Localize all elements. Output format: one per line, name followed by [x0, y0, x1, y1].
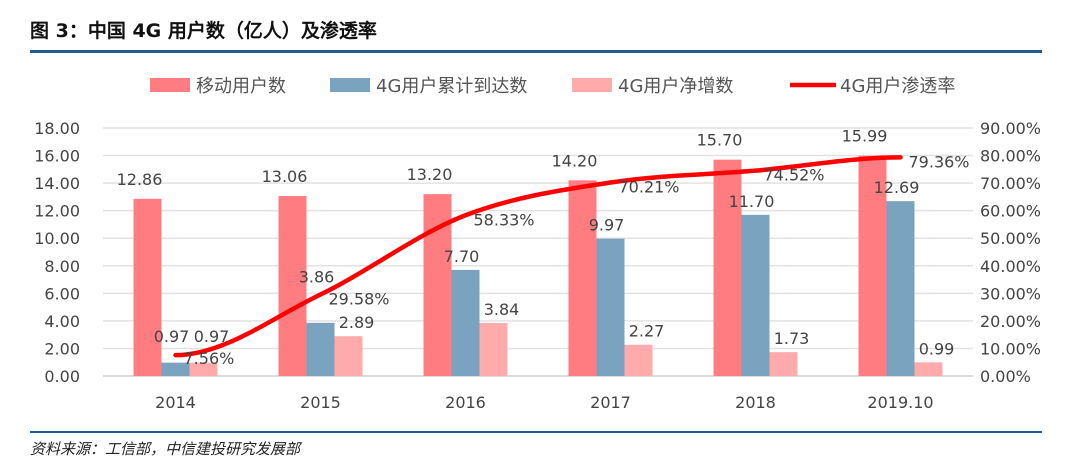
legend-label: 4G用户净增数 [618, 76, 733, 97]
y2-tick-label: 80.00% [980, 147, 1041, 166]
y2-tick-label: 90.00% [980, 119, 1041, 138]
y2-tick-label: 40.00% [980, 257, 1041, 276]
legend-swatch-0 [150, 78, 190, 92]
y2-tick-label: 60.00% [980, 202, 1041, 221]
bar-data-label: 15.70 [697, 131, 743, 150]
y-tick-label: 4.00 [44, 312, 80, 331]
bar-data-label: 11.70 [729, 192, 775, 211]
y2-tick-label: 30.00% [980, 284, 1041, 303]
y-tick-label: 2.00 [44, 339, 80, 358]
legend-swatch-2 [572, 78, 612, 92]
x-tick-label: 2019.10 [867, 393, 933, 412]
bar-1 [886, 201, 915, 376]
title-divider [30, 50, 1042, 53]
bar-0 [133, 198, 162, 376]
bar-0 [568, 180, 597, 376]
y-tick-label: 8.00 [44, 257, 80, 276]
bar-data-label: 14.20 [552, 151, 598, 170]
x-tick-label: 2014 [155, 393, 196, 412]
y-tick-label: 0.00 [44, 367, 80, 386]
line-data-label: 70.21% [619, 178, 680, 197]
bar-data-label: 2.27 [629, 322, 665, 341]
bar-1 [161, 362, 190, 376]
x-tick-label: 2018 [735, 393, 776, 412]
legend-label: 4G用户累计到达数 [376, 76, 527, 97]
bar-data-label: 12.86 [117, 170, 163, 189]
bar-0 [278, 196, 307, 376]
bar-2 [334, 336, 363, 376]
source-note: 资料来源：工信部，中信建投研究发展部 [30, 440, 301, 458]
bar-data-label: 15.99 [842, 127, 888, 146]
bar-2 [189, 362, 218, 376]
bar-data-label: 1.73 [774, 329, 810, 348]
y2-tick-label: 50.00% [980, 229, 1041, 248]
y2-tick-label: 0.00% [980, 367, 1031, 386]
bar-data-label: 0.99 [919, 339, 955, 358]
bar-2 [624, 344, 653, 376]
line-data-label: 74.52% [764, 166, 825, 185]
legend-label: 移动用户数 [196, 76, 286, 97]
line-data-label: 29.58% [329, 289, 390, 308]
bar-1 [306, 322, 335, 376]
line-data-label: 79.36% [909, 152, 970, 171]
y-tick-label: 10.00 [34, 229, 80, 248]
bar-data-label: 3.84 [484, 300, 520, 319]
bar-2 [479, 323, 508, 376]
bar-0 [713, 159, 742, 376]
bar-data-label: 0.97 [194, 327, 230, 346]
y-tick-label: 6.00 [44, 284, 80, 303]
bar-1 [596, 238, 625, 376]
bar-data-label: 0.97 [154, 327, 190, 346]
y-tick-label: 12.00 [34, 202, 80, 221]
bar-data-label: 12.69 [874, 178, 920, 197]
bar-data-label: 13.06 [262, 167, 308, 186]
x-tick-label: 2015 [300, 393, 341, 412]
line-data-label: 58.33% [474, 210, 535, 229]
chart-title: 图 3：中国 4G 用户数（亿人）及渗透率 [30, 20, 377, 42]
footer-divider [30, 431, 1042, 433]
bar-data-label: 2.89 [339, 313, 375, 332]
y2-tick-label: 10.00% [980, 339, 1041, 358]
bar-data-label: 3.86 [299, 267, 335, 286]
bar-2 [769, 352, 798, 376]
y-tick-label: 14.00 [34, 174, 80, 193]
bar-data-label: 13.20 [407, 165, 453, 184]
x-tick-label: 2017 [590, 393, 631, 412]
y2-tick-label: 70.00% [980, 174, 1041, 193]
x-tick-label: 2016 [445, 393, 486, 412]
bar-1 [741, 214, 770, 376]
line-data-label: 7.56% [184, 349, 235, 368]
y-tick-label: 16.00 [34, 147, 80, 166]
y-tick-label: 18.00 [34, 119, 80, 138]
bar-data-label: 9.97 [589, 216, 625, 235]
bar-2 [914, 362, 943, 376]
legend-swatch-1 [330, 78, 370, 92]
penetration-rate-line [173, 155, 903, 358]
bar-data-label: 7.70 [444, 247, 480, 266]
bar-1 [451, 269, 480, 376]
bar-0 [858, 155, 887, 376]
legend-label: 4G用户渗透率 [840, 76, 955, 97]
y2-tick-label: 20.00% [980, 312, 1041, 331]
